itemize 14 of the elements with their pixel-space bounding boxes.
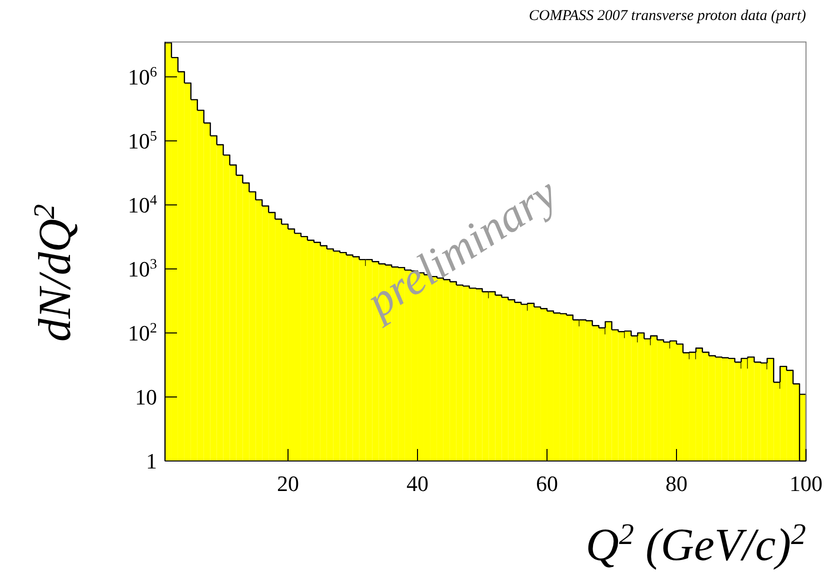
y-tick-label: 10$^{6}$ bbox=[128, 64, 157, 90]
y-tick-label: 10$^{5}$ bbox=[128, 128, 157, 154]
x-tick-label: 80 bbox=[666, 471, 688, 496]
x-axis-title: Q$^{2}$ (GeV/c)$^{2}$ bbox=[586, 518, 806, 570]
y-tick-label: 1 bbox=[146, 448, 157, 474]
x-tick-label: 100 bbox=[790, 471, 822, 496]
chart-title: COMPASS 2007 transverse proton data (part) bbox=[528, 8, 806, 24]
y-tick-label: 10$^{3}$ bbox=[128, 256, 157, 282]
x-tick-label: 60 bbox=[536, 471, 558, 496]
x-tick-label: 20 bbox=[277, 471, 300, 496]
y-tick-label: 10$^{4}$ bbox=[128, 192, 157, 218]
x-tick-label: 40 bbox=[406, 471, 429, 496]
y-tick-label: 10$^{2}$ bbox=[128, 320, 157, 346]
y-tick-label: 10 bbox=[135, 384, 157, 410]
